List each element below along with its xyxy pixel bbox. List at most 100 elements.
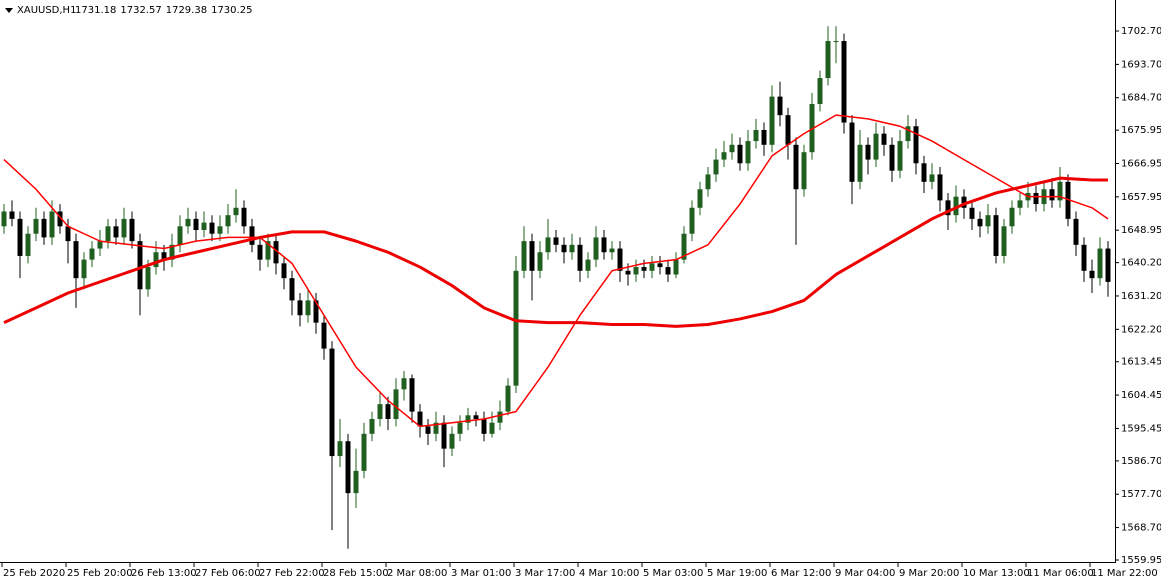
candle-body: [249, 226, 255, 245]
candle-body: [217, 226, 223, 234]
candle-body: [1089, 270, 1095, 279]
candle-body: [281, 263, 287, 279]
collapse-icon: [5, 8, 13, 13]
candle-body: [561, 244, 567, 253]
candle-body: [177, 226, 183, 245]
candle-body: [649, 263, 655, 271]
candle-body: [521, 241, 527, 271]
ohlc-value: 1731.18: [75, 5, 116, 16]
x-tick-label: 11 Mar 06:00: [1027, 568, 1094, 579]
candle-body: [833, 41, 839, 43]
candle-body: [905, 126, 911, 142]
candle-body: [241, 207, 247, 227]
y-tick-label: 1586.70: [1121, 456, 1161, 467]
candle-body: [121, 218, 127, 238]
candle-body: [777, 96, 783, 116]
candle-body: [761, 129, 767, 145]
x-tick-label: 2 Mar 08:00: [387, 568, 447, 579]
symbol-label: XAUUSD,H1: [17, 5, 76, 16]
x-tick-label: 28 Feb 15:00: [323, 568, 389, 579]
candle-body: [473, 415, 479, 419]
candle-body: [433, 422, 439, 434]
y-tick-label: 1622.20: [1121, 324, 1161, 335]
candle-body: [49, 211, 55, 238]
candle-body: [505, 385, 511, 412]
ohlc-value: 1730.25: [211, 5, 252, 16]
candle-body: [1033, 192, 1039, 205]
header-values: 1731.18 1732.57 1729.38 1730.25: [75, 5, 252, 16]
candle-body: [641, 267, 647, 271]
y-tick-label: 1640.20: [1121, 258, 1161, 269]
candle-body: [785, 115, 791, 145]
candle-body: [1073, 218, 1079, 245]
candle-body: [41, 218, 47, 238]
candle-body: [9, 211, 15, 219]
candle-body: [449, 433, 455, 449]
candle-body: [969, 207, 975, 219]
candle-body: [305, 300, 311, 316]
candle-body: [665, 267, 671, 275]
x-tick-label: 25 Feb 20:00: [67, 568, 133, 579]
candle-body: [873, 133, 879, 160]
candle-body: [185, 218, 191, 227]
candle-body: [65, 226, 71, 242]
x-tick-label: 9 Mar 04:00: [835, 568, 895, 579]
candle-body: [497, 411, 503, 423]
candle-body: [25, 233, 31, 256]
candle-body: [601, 237, 607, 253]
candle-body: [377, 404, 383, 419]
candle-body: [233, 207, 239, 216]
candle-body: [945, 200, 951, 216]
candle-body: [289, 278, 295, 301]
candle-body: [457, 422, 463, 434]
x-tick-label: 5 Mar 19:00: [707, 568, 767, 579]
candle-body: [209, 222, 215, 234]
candle-body: [353, 470, 359, 494]
y-tick-label: 1675.95: [1121, 125, 1161, 136]
candle-body: [673, 259, 679, 275]
candle-body: [849, 122, 855, 182]
candle-body: [993, 215, 999, 256]
candle-body: [153, 252, 159, 268]
candle-body: [633, 267, 639, 275]
candle-body: [617, 248, 623, 271]
candle-body: [593, 237, 599, 260]
candle-body: [825, 41, 831, 79]
y-tick-label: 1702.70: [1121, 26, 1161, 37]
candle-body: [689, 207, 695, 234]
candle-body: [793, 144, 799, 190]
moving-average: [3, 114, 1109, 428]
candle-body: [1009, 207, 1015, 227]
candle-body: [89, 248, 95, 260]
candle-body: [137, 241, 143, 290]
candle-body: [257, 244, 263, 260]
candle-body: [609, 248, 615, 253]
candle-body: [657, 263, 663, 268]
candle-body: [745, 141, 751, 164]
candle-body: [737, 144, 743, 164]
candle-body: [145, 267, 151, 290]
y-tick-label: 1693.70: [1121, 59, 1161, 70]
y-tick-label: 1657.95: [1121, 192, 1161, 203]
candle-body: [697, 189, 703, 208]
candle-body: [385, 404, 391, 419]
candle-body: [409, 378, 415, 412]
candle-body: [529, 241, 535, 271]
candle-body: [921, 163, 927, 182]
x-tick-label: 9 Mar 20:00: [899, 568, 959, 579]
x-tick-label: 6 Mar 12:00: [771, 568, 831, 579]
x-tick-label: 27 Feb 22:00: [259, 568, 325, 579]
candle-body: [33, 218, 39, 234]
candle-body: [1057, 181, 1063, 201]
candle-body: [129, 218, 135, 242]
candle-body: [265, 241, 271, 260]
y-tick-label: 1604.45: [1121, 390, 1161, 401]
y-tick-label: 1559.95: [1121, 555, 1161, 566]
candle-body: [729, 144, 735, 153]
y-tick-label: 1568.70: [1121, 523, 1161, 534]
candle-body: [321, 322, 327, 349]
candle-body: [337, 441, 343, 457]
candle-body: [769, 96, 775, 145]
candle-body: [329, 348, 335, 457]
